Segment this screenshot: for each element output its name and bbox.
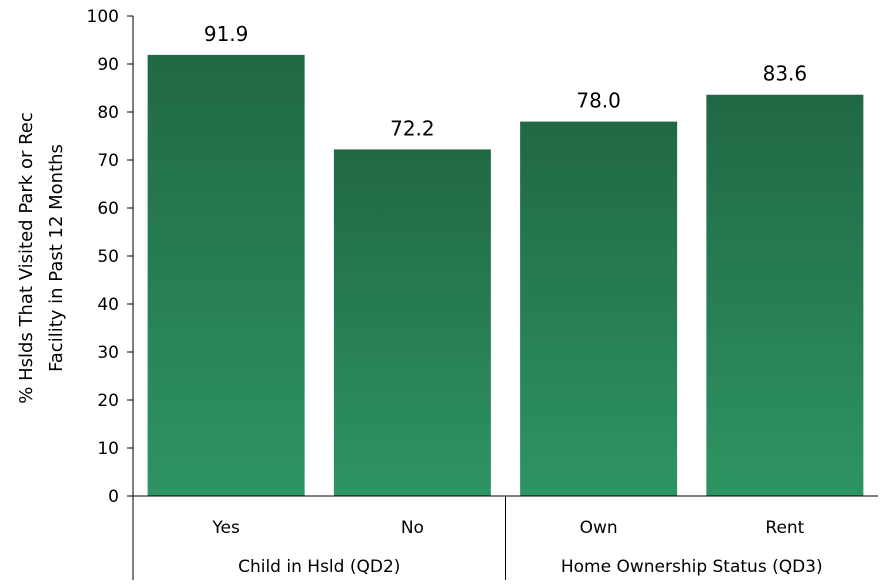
category-label: No [401, 518, 424, 538]
value-labels: 91.9 72.2 78.0 83.6 [204, 22, 807, 141]
y-axis-title: % Hslds That Visited Park or Rec Facilit… [16, 112, 67, 403]
bar [706, 94, 864, 496]
category-label: Rent [765, 518, 804, 538]
y-tick-label: 80 [97, 103, 119, 123]
y-axis-title-line-1: % Hslds That Visited Park or Rec [16, 112, 37, 403]
bars [147, 54, 864, 496]
group-label: Home Ownership Status (QD3) [561, 557, 823, 577]
y-axis-ticks: 0 10 20 30 40 50 60 70 80 90 100 [87, 7, 133, 507]
y-tick-label: 30 [97, 343, 119, 363]
bar [520, 121, 678, 496]
data-label: 91.9 [204, 22, 249, 46]
y-tick-label: 90 [97, 55, 119, 75]
bar [333, 149, 491, 496]
y-tick-label: 50 [97, 247, 119, 267]
axes [132, 16, 878, 580]
y-tick-label: 40 [97, 295, 119, 315]
y-tick-label: 10 [97, 439, 119, 459]
category-labels: Yes No Own Rent [211, 518, 804, 538]
bar [147, 54, 305, 496]
y-tick-label: 20 [97, 391, 119, 411]
group-label: Child in Hsld (QD2) [238, 557, 400, 577]
group-labels: Child in Hsld (QD2) Home Ownership Status… [238, 557, 823, 577]
y-tick-label: 0 [108, 487, 119, 507]
y-tick-label: 70 [97, 151, 119, 171]
category-label: Yes [211, 518, 240, 538]
data-label: 78.0 [576, 89, 621, 113]
category-label: Own [580, 518, 618, 538]
y-tick-label: 100 [87, 7, 119, 27]
data-label: 72.2 [390, 116, 435, 140]
data-label: 83.6 [763, 62, 808, 86]
y-tick-label: 60 [97, 199, 119, 219]
y-axis-title-line-2: Facility in Past 12 Months [46, 144, 67, 372]
